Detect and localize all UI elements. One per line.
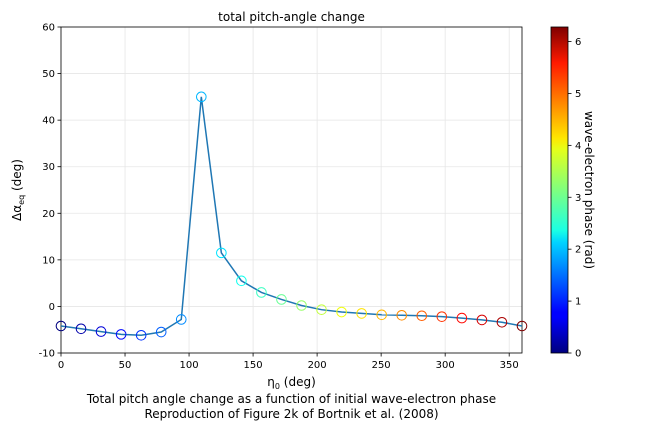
x-tick-label: 100 [180, 360, 199, 371]
colorbar-tick-label: 4 [575, 141, 581, 152]
data-point [236, 275, 247, 287]
data-point [336, 306, 347, 318]
data-point [296, 300, 307, 311]
y-axis: -10 0 10 20 30 40 50 60 [39, 23, 61, 360]
colorbar-tick-label: 5 [575, 89, 581, 100]
y-tick-label: 60 [42, 23, 55, 34]
colorbar-tick-label: 0 [575, 349, 581, 360]
data-point [135, 330, 147, 341]
data-point [55, 320, 67, 332]
y-tick-label: -10 [39, 349, 55, 360]
chart-title: total pitch-angle change [218, 10, 365, 24]
x-tick-label: 350 [500, 360, 519, 371]
x-tick-label: 250 [372, 360, 391, 371]
colorbar-tick-label: 2 [575, 245, 581, 256]
data-point [376, 309, 387, 321]
data-point [155, 326, 167, 338]
x-tick-label: 150 [244, 360, 263, 371]
data-point [256, 287, 267, 298]
markers [55, 91, 528, 341]
colorbar-tick-label: 1 [575, 297, 581, 308]
x-tick-label: 0 [58, 360, 64, 371]
plot-area-frame [60, 26, 523, 354]
data-point [276, 294, 287, 305]
colorbar: 0 1 2 3 4 5 6 wave-electron phase (rad) [550, 26, 596, 360]
data-point [456, 312, 468, 324]
colorbar-label: wave-electron phase (rad) [582, 111, 596, 269]
data-point [516, 320, 528, 332]
x-tick-label: 200 [308, 360, 327, 371]
x-tick-label: 50 [119, 360, 132, 371]
data-point [436, 311, 448, 322]
y-tick-label: 10 [42, 255, 55, 266]
y-tick-label: 20 [42, 209, 55, 220]
grid [60, 26, 522, 354]
data-point [95, 326, 107, 337]
data-point [496, 316, 508, 328]
x-tick-label: 300 [436, 360, 455, 371]
x-axis: 0 50 100 150 200 250 300 350 [58, 353, 519, 371]
data-point [216, 247, 227, 259]
caption-line-2: Reproduction of Figure 2k of Bortnik et … [144, 407, 439, 421]
data-point [356, 308, 367, 319]
caption-line-1: Total pitch angle change as a function o… [86, 392, 497, 406]
y-tick-label: 40 [42, 116, 55, 127]
series-line [61, 96, 522, 337]
data-point [396, 309, 408, 321]
y-tick-label: 50 [42, 69, 55, 80]
colorbar-tick-label: 3 [575, 193, 581, 204]
colorbar-gradient [550, 26, 569, 354]
data-point [175, 314, 187, 325]
data-point [75, 323, 87, 335]
data-point [316, 304, 327, 315]
data-point [196, 91, 207, 103]
colorbar-tick-label: 6 [575, 37, 581, 48]
y-tick-label: 30 [42, 162, 55, 173]
y-axis-label: Δαeq (deg) [10, 159, 26, 221]
y-tick-label: 0 [49, 302, 55, 313]
data-point [115, 329, 127, 340]
data-point [476, 314, 488, 326]
x-axis-label: η0 (deg) [267, 375, 316, 391]
data-point [416, 310, 428, 322]
